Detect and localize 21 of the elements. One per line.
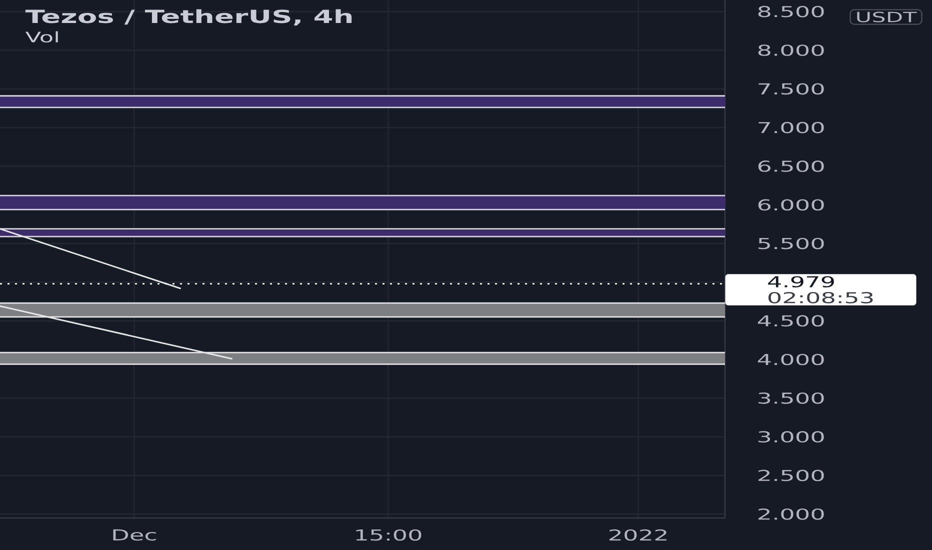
y-tick-label: 2.500 bbox=[758, 470, 824, 482]
x-tick-label: 2022 bbox=[609, 529, 666, 541]
y-tick-label: 3.000 bbox=[758, 431, 824, 442]
x-tick-label: 15:00 bbox=[356, 529, 422, 541]
y-tick-label: 3.500 bbox=[758, 392, 824, 404]
text: Vol bbox=[25, 31, 58, 42]
y-tick-label: 6.500 bbox=[758, 160, 824, 172]
y-tick-label: 7.000 bbox=[758, 122, 824, 134]
y-tick-label: 6.000 bbox=[758, 199, 824, 211]
y-tick-label: 7.500 bbox=[758, 83, 824, 95]
y-tick-label: 8.000 bbox=[758, 44, 824, 56]
y-tick-label: 5.500 bbox=[758, 238, 824, 250]
y-tick-label: 8.500 bbox=[758, 6, 824, 18]
ref-line-label: 4.979 bbox=[768, 276, 834, 288]
y-tick-label: 4.500 bbox=[758, 315, 824, 327]
y-axis-title: USDT bbox=[857, 12, 917, 22]
x-tick-label: Dec bbox=[113, 529, 156, 541]
y-tick-label: 4.000 bbox=[758, 354, 824, 366]
chart-title: Tezos / TetherUS, 4h bbox=[25, 9, 352, 26]
y-tick-label: 2.000 bbox=[758, 508, 824, 520]
text: 02:08:53 bbox=[768, 292, 873, 304]
